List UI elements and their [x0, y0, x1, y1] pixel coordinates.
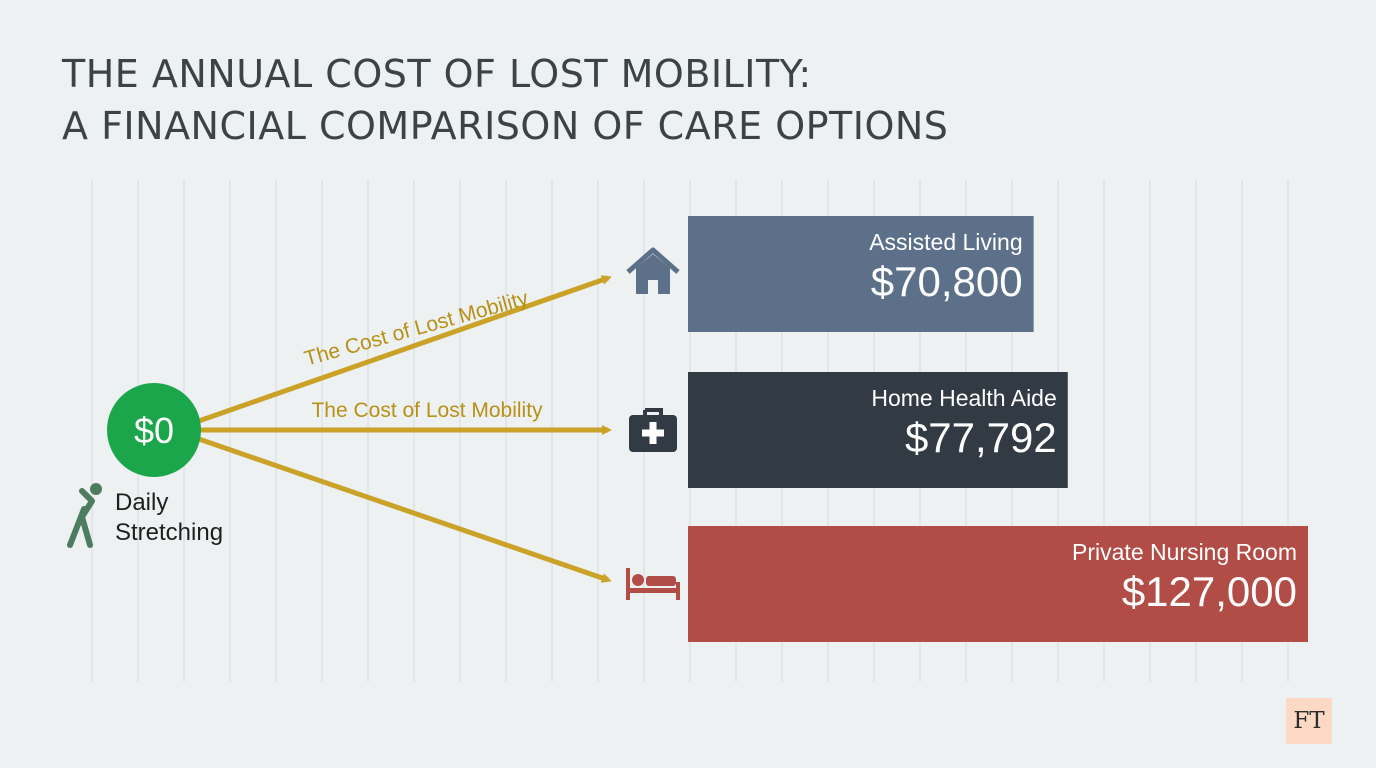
start-label: Daily Stretching: [115, 489, 223, 546]
medical-kit-icon: [629, 408, 677, 452]
bar-1: [688, 372, 1068, 488]
bar-category-label-2: Private Nursing Room: [1072, 539, 1297, 565]
stretching-person-icon: [67, 483, 102, 548]
start-circle: [107, 383, 201, 477]
chart-title: THE ANNUAL COST OF LOST MOBILITY: A FINA…: [62, 48, 948, 152]
bed-icon: [626, 568, 680, 600]
start-label-line-0: Daily: [115, 489, 168, 516]
bar-category-label-0: Assisted Living: [869, 229, 1022, 255]
start-label-line-1: Stretching: [115, 519, 223, 546]
bar-series: Assisted Living $70,800 Home Health Aide $7…: [626, 216, 1308, 642]
bar-value-label-1: $77,792: [905, 414, 1057, 461]
bar-value-label-2: $127,000: [1122, 568, 1297, 615]
ft-logo: FT: [1286, 698, 1332, 744]
house-icon: [626, 247, 680, 294]
start-marker: $0 Daily Stretching: [67, 383, 223, 548]
bar-category-label-1: Home Health Aide: [871, 385, 1056, 411]
bar-value-label-0: $70,800: [871, 258, 1023, 305]
bar-icons: [626, 247, 680, 600]
cost-arrows: The Cost of Lost Mobility The Cost of Los…: [195, 275, 612, 583]
title-line-1: THE ANNUAL COST OF LOST MOBILITY:: [62, 52, 812, 96]
start-value-label: $0: [134, 410, 174, 451]
title-line-2: A FINANCIAL COMPARISON OF CARE OPTIONS: [62, 104, 949, 148]
arrow-label-0: The Cost of Lost Mobility: [302, 287, 531, 371]
bar-0: [688, 216, 1034, 332]
arrow-label-1: The Cost of Lost Mobility: [311, 399, 543, 422]
bar-2: [688, 526, 1308, 642]
arrow-0: [195, 275, 612, 425]
arrow-2: [195, 435, 612, 583]
